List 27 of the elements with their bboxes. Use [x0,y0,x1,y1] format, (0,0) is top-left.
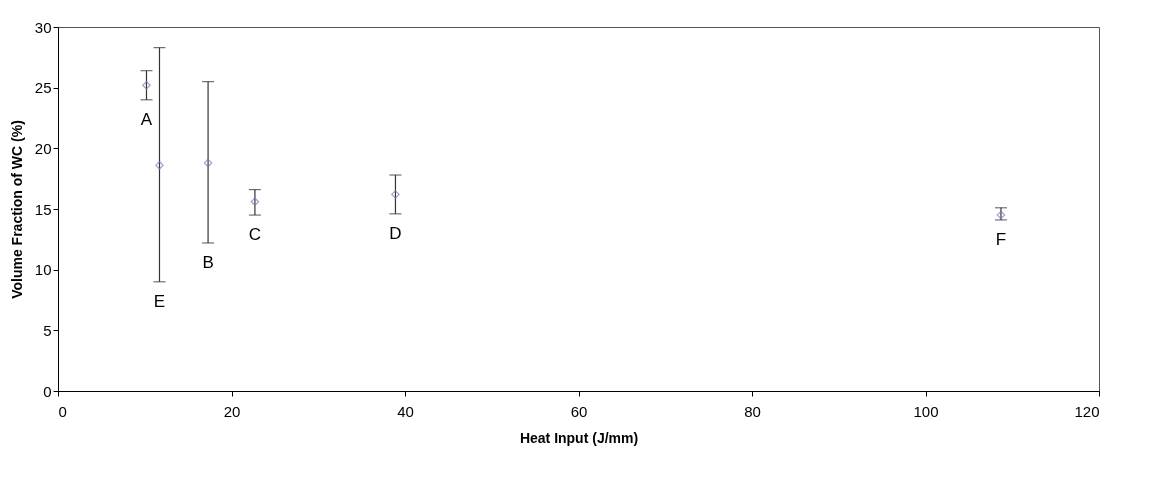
x-tick-label: 120 [1074,402,1100,420]
x-axis-title: Heat Input (J/mm) [519,429,639,446]
x-tick-label: 80 [744,402,761,420]
annotation: D [389,223,402,243]
x-tick-label: 40 [397,402,414,420]
y-tick-label: 20 [34,139,52,157]
y-tick-label: 30 [34,18,52,36]
y-tick-label: 15 [34,200,52,218]
y-tick-label: 0 [43,382,52,400]
point [142,80,151,90]
annotation: F [995,229,1007,249]
annotation: A [140,109,153,129]
x-tick-label: 20 [223,402,241,420]
x-tick-label: 60 [570,402,588,420]
point [391,190,400,199]
annotation: E [153,291,166,311]
y-tick-label: 10 [34,261,52,279]
point [155,161,164,170]
y-tick-label: 25 [34,79,52,97]
x-tick-label: 100 [913,402,939,420]
annotation: B [202,252,214,272]
y-tick-label: 5 [43,321,52,339]
annotation: C [248,225,262,245]
x-tick-label: 0 [58,402,67,420]
point [250,197,260,207]
point [203,158,213,168]
y-axis-title: Volume Fraction of WC (%) [8,120,25,299]
